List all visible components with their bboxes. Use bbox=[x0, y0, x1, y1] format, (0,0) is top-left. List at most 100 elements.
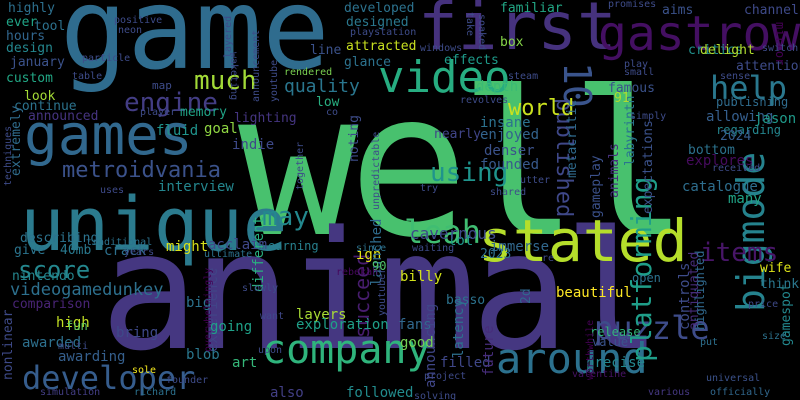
word: 2d bbox=[519, 288, 534, 304]
word: years bbox=[124, 247, 155, 258]
word: blob bbox=[186, 347, 220, 363]
word: engine bbox=[124, 88, 218, 118]
word: animals bbox=[607, 143, 622, 198]
word: gastrow bbox=[598, 6, 800, 62]
word: founded bbox=[480, 157, 540, 173]
word: neon bbox=[118, 25, 143, 36]
word: company bbox=[262, 327, 431, 373]
word: effects bbox=[444, 53, 499, 68]
word: noting bbox=[347, 115, 362, 162]
word: enjoyed bbox=[480, 127, 540, 143]
word: quality bbox=[284, 76, 360, 97]
word: waiting bbox=[412, 243, 455, 254]
word: highly bbox=[8, 1, 55, 16]
word: cavernous bbox=[410, 224, 497, 243]
word: filled bbox=[440, 355, 491, 371]
word: wife bbox=[760, 261, 792, 276]
word: give bbox=[14, 243, 46, 258]
word: first bbox=[418, 0, 617, 65]
word: officially bbox=[710, 387, 771, 398]
word: received bbox=[712, 163, 761, 174]
word: score bbox=[18, 256, 91, 284]
word: may bbox=[262, 202, 309, 232]
word: play bbox=[624, 59, 649, 70]
word: solving bbox=[414, 391, 457, 400]
word: help bbox=[710, 69, 788, 107]
word: might bbox=[166, 239, 209, 255]
word: acclaim bbox=[208, 237, 268, 253]
word: traditional bbox=[86, 237, 153, 248]
word: allowing bbox=[706, 109, 774, 125]
word: sole bbox=[132, 365, 157, 376]
word: glance bbox=[344, 55, 391, 70]
word: price bbox=[748, 299, 779, 310]
word: designed bbox=[346, 15, 409, 30]
word: nonlinear bbox=[1, 309, 16, 380]
word: ever bbox=[6, 15, 38, 30]
word: gameplay bbox=[589, 155, 604, 218]
word: richard bbox=[134, 387, 177, 398]
word: regarding bbox=[716, 123, 782, 137]
word: think bbox=[760, 277, 800, 292]
word: different bbox=[251, 216, 267, 292]
word: developer bbox=[22, 359, 196, 397]
word: precise bbox=[586, 355, 646, 371]
word: well bbox=[238, 49, 690, 282]
word: billy bbox=[400, 269, 443, 285]
word: promises bbox=[608, 0, 657, 10]
word: good bbox=[400, 335, 434, 351]
word: youtuber bbox=[377, 267, 388, 316]
word: aims bbox=[662, 3, 694, 18]
word: soaked bbox=[476, 14, 487, 51]
word: custom bbox=[6, 71, 53, 86]
word: fans bbox=[398, 317, 432, 333]
word: map bbox=[152, 79, 172, 92]
word: items bbox=[700, 238, 779, 268]
word: 2023 bbox=[480, 247, 512, 262]
word: try bbox=[420, 183, 439, 194]
word: indie bbox=[232, 137, 275, 153]
word: windows bbox=[420, 43, 463, 54]
word: latency bbox=[451, 298, 467, 358]
word: high bbox=[56, 315, 90, 331]
word: big bbox=[186, 295, 212, 311]
word: size bbox=[762, 331, 787, 342]
word: waketing bbox=[228, 52, 239, 101]
word: immerse bbox=[490, 239, 550, 255]
word: jason bbox=[754, 111, 797, 127]
word: 40mb bbox=[60, 243, 92, 258]
word: expectations bbox=[641, 120, 656, 214]
word: developed bbox=[344, 1, 415, 16]
word: since bbox=[356, 243, 387, 254]
word: universal bbox=[706, 373, 761, 384]
word: lot bbox=[448, 233, 474, 249]
word: 90 bbox=[372, 259, 387, 273]
word: co bbox=[326, 107, 339, 118]
word: box bbox=[500, 35, 524, 50]
word: puzzle bbox=[594, 309, 710, 347]
word: layers bbox=[296, 307, 347, 323]
word: upon bbox=[258, 345, 283, 356]
word: simply bbox=[630, 111, 667, 122]
word: art bbox=[232, 355, 258, 371]
word: shared bbox=[490, 187, 527, 198]
word: ultimate bbox=[204, 249, 253, 260]
word: metacritic bbox=[565, 99, 580, 178]
word: earning bbox=[268, 239, 319, 253]
word: leah bbox=[404, 213, 482, 251]
word: youtube bbox=[269, 59, 280, 102]
word: explores bbox=[686, 153, 754, 169]
word: continue bbox=[14, 99, 77, 114]
word: want bbox=[260, 311, 285, 322]
word: attention bbox=[736, 59, 800, 74]
word: design bbox=[6, 41, 53, 56]
word: basso bbox=[446, 293, 486, 308]
word: table bbox=[72, 71, 103, 82]
word: stated bbox=[478, 207, 688, 275]
word: beautiful bbox=[556, 285, 632, 301]
word: multi bbox=[58, 341, 89, 352]
word: videogamedunkey bbox=[10, 280, 164, 300]
word: nintendo bbox=[12, 269, 75, 284]
word: uses bbox=[100, 185, 125, 196]
word: unique bbox=[20, 182, 288, 268]
